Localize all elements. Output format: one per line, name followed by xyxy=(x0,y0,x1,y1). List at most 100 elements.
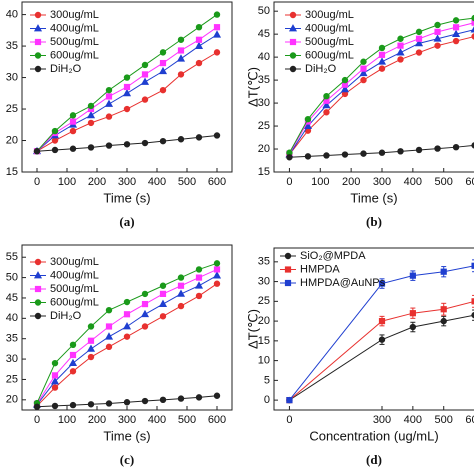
y-tick-label: 30 xyxy=(6,71,18,83)
marker xyxy=(105,93,113,100)
series-line xyxy=(289,314,474,401)
legend-label: 300ug/mL xyxy=(50,256,99,268)
marker xyxy=(141,397,149,405)
marker xyxy=(159,59,167,67)
marker xyxy=(34,52,42,59)
x-tick-label: 500 xyxy=(435,176,453,188)
marker xyxy=(51,146,59,154)
marker xyxy=(177,71,185,78)
panel: 15202530354045500100200300400500600Time … xyxy=(245,1,474,229)
marker xyxy=(34,11,42,19)
x-tick-label: 200 xyxy=(88,176,106,188)
marker xyxy=(159,290,167,297)
marker xyxy=(105,323,113,330)
marker xyxy=(415,35,423,42)
marker xyxy=(123,105,131,113)
x-tick-label: 0 xyxy=(34,176,40,188)
error-bar xyxy=(472,259,474,273)
marker xyxy=(87,353,95,361)
legend-label: 400ug/mL xyxy=(305,22,354,34)
marker xyxy=(177,36,185,43)
y-tick-label: 30 xyxy=(6,353,18,365)
marker xyxy=(415,146,423,154)
marker xyxy=(212,271,222,279)
y-tick-label: 40 xyxy=(258,51,270,63)
marker xyxy=(177,282,185,289)
marker xyxy=(303,121,312,129)
marker xyxy=(140,309,150,318)
marker xyxy=(471,14,474,22)
marker xyxy=(159,313,167,320)
marker xyxy=(33,24,43,32)
panel-caption: (d) xyxy=(366,452,382,467)
marker xyxy=(213,392,221,399)
legend-label: DiH₂O xyxy=(50,310,82,322)
marker xyxy=(284,252,292,260)
marker xyxy=(69,351,77,359)
marker xyxy=(159,396,167,404)
marker xyxy=(86,344,96,352)
marker xyxy=(159,137,167,145)
x-tick-label: 300 xyxy=(373,414,391,426)
marker xyxy=(141,323,149,330)
marker xyxy=(105,400,113,407)
marker xyxy=(50,377,60,385)
legend-label: DiH₂O xyxy=(50,63,82,75)
marker xyxy=(51,372,59,379)
legend-label: 600ug/mL xyxy=(50,49,99,61)
marker xyxy=(87,102,95,110)
error-bar xyxy=(379,334,385,345)
y-tick-label: 40 xyxy=(6,312,18,324)
marker xyxy=(69,127,77,135)
marker xyxy=(69,112,77,119)
marker xyxy=(69,145,77,152)
marker xyxy=(122,322,132,330)
marker xyxy=(87,337,95,344)
marker xyxy=(304,153,312,160)
marker xyxy=(34,258,42,266)
marker xyxy=(69,118,77,125)
marker xyxy=(289,38,297,46)
marker xyxy=(141,71,149,78)
marker xyxy=(471,19,474,26)
marker xyxy=(141,300,149,308)
marker xyxy=(34,299,42,306)
marker xyxy=(284,266,292,273)
marker xyxy=(470,26,474,33)
marker xyxy=(34,38,42,46)
x-tick-label: 200 xyxy=(342,176,360,188)
marker xyxy=(141,96,149,103)
marker xyxy=(378,65,386,72)
legend-label: 300ug/mL xyxy=(50,9,99,21)
marker xyxy=(122,88,132,97)
marker xyxy=(322,100,331,109)
marker xyxy=(396,48,405,56)
x-tick-label: 0 xyxy=(286,414,292,426)
legend-label: HMPDA xyxy=(300,263,340,275)
error-bar xyxy=(441,302,447,316)
y-tick-label: 35 xyxy=(6,40,18,52)
marker xyxy=(360,58,367,65)
marker xyxy=(104,99,114,107)
marker xyxy=(452,17,460,24)
marker xyxy=(397,42,404,49)
x-tick-label: 400 xyxy=(404,414,422,426)
x-axis-label: Concentration (ug/mL) xyxy=(309,428,438,443)
marker xyxy=(123,298,131,306)
y-tick-label: 30 xyxy=(258,275,270,287)
marker xyxy=(68,358,78,367)
marker xyxy=(195,292,203,300)
marker xyxy=(86,110,96,119)
y-tick-label: 30 xyxy=(258,97,270,109)
panel: 0 5 10 15 20 25 30 35 0 300 400 500 600 Concentration… xyxy=(245,247,474,467)
marker xyxy=(471,312,474,319)
error-bar xyxy=(410,270,416,281)
y-tick-label: 35 xyxy=(258,74,270,86)
error-bar xyxy=(410,321,416,333)
marker xyxy=(289,52,297,59)
marker xyxy=(34,285,42,293)
marker xyxy=(397,35,404,42)
y-tick-label: 20 xyxy=(258,315,270,327)
y-axis-label: ΔT(℃) xyxy=(245,67,260,107)
